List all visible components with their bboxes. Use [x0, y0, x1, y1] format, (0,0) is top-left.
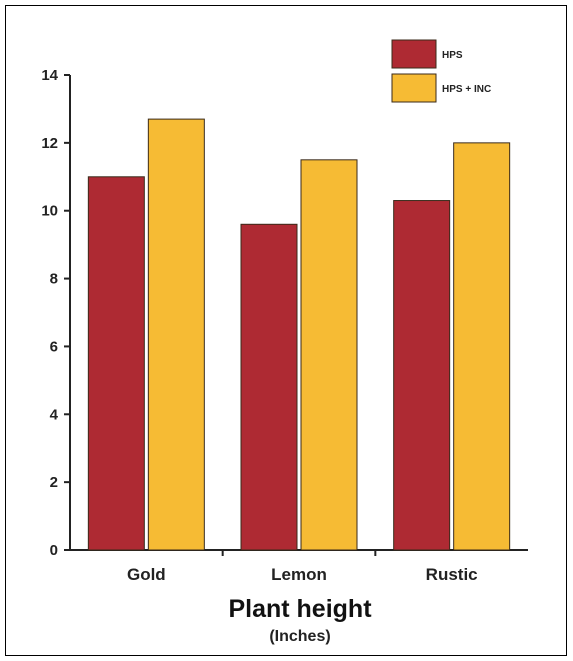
x-tick-label: Rustic	[426, 565, 478, 584]
y-tick-label: 8	[50, 271, 58, 288]
legend-label: HPS + INC	[442, 84, 491, 95]
y-tick-label: 10	[41, 203, 58, 220]
chart-subtitle: (Inches)	[269, 628, 330, 645]
legend-label: HPS	[442, 50, 463, 61]
bar-hps-inc-gold	[147, 118, 205, 551]
legend: HPS HPS + INC	[391, 39, 491, 103]
bar-hps-lemon	[240, 223, 298, 551]
bar-hps-gold	[87, 176, 145, 551]
chart-title: Plant height	[228, 595, 372, 623]
bars	[87, 118, 511, 551]
y-tick-label: 14	[41, 67, 58, 84]
legend-swatch	[391, 73, 437, 103]
y-tick-label: 2	[50, 474, 58, 491]
axes: 0 2 4 6 8 10 12 14 Gold Lemon Rustic	[41, 67, 528, 584]
y-tick-label: 4	[50, 406, 59, 423]
y-tick-label: 0	[50, 542, 58, 559]
bar-hps-inc-lemon	[300, 159, 358, 551]
legend-swatch	[391, 39, 437, 69]
x-tick-label: Lemon	[271, 565, 327, 584]
y-tick-label: 12	[41, 135, 58, 152]
bar-hps-inc-rustic	[453, 142, 511, 551]
x-tick-label: Gold	[127, 565, 166, 584]
y-tick-label: 6	[50, 338, 58, 355]
bar-hps-rustic	[393, 200, 451, 551]
